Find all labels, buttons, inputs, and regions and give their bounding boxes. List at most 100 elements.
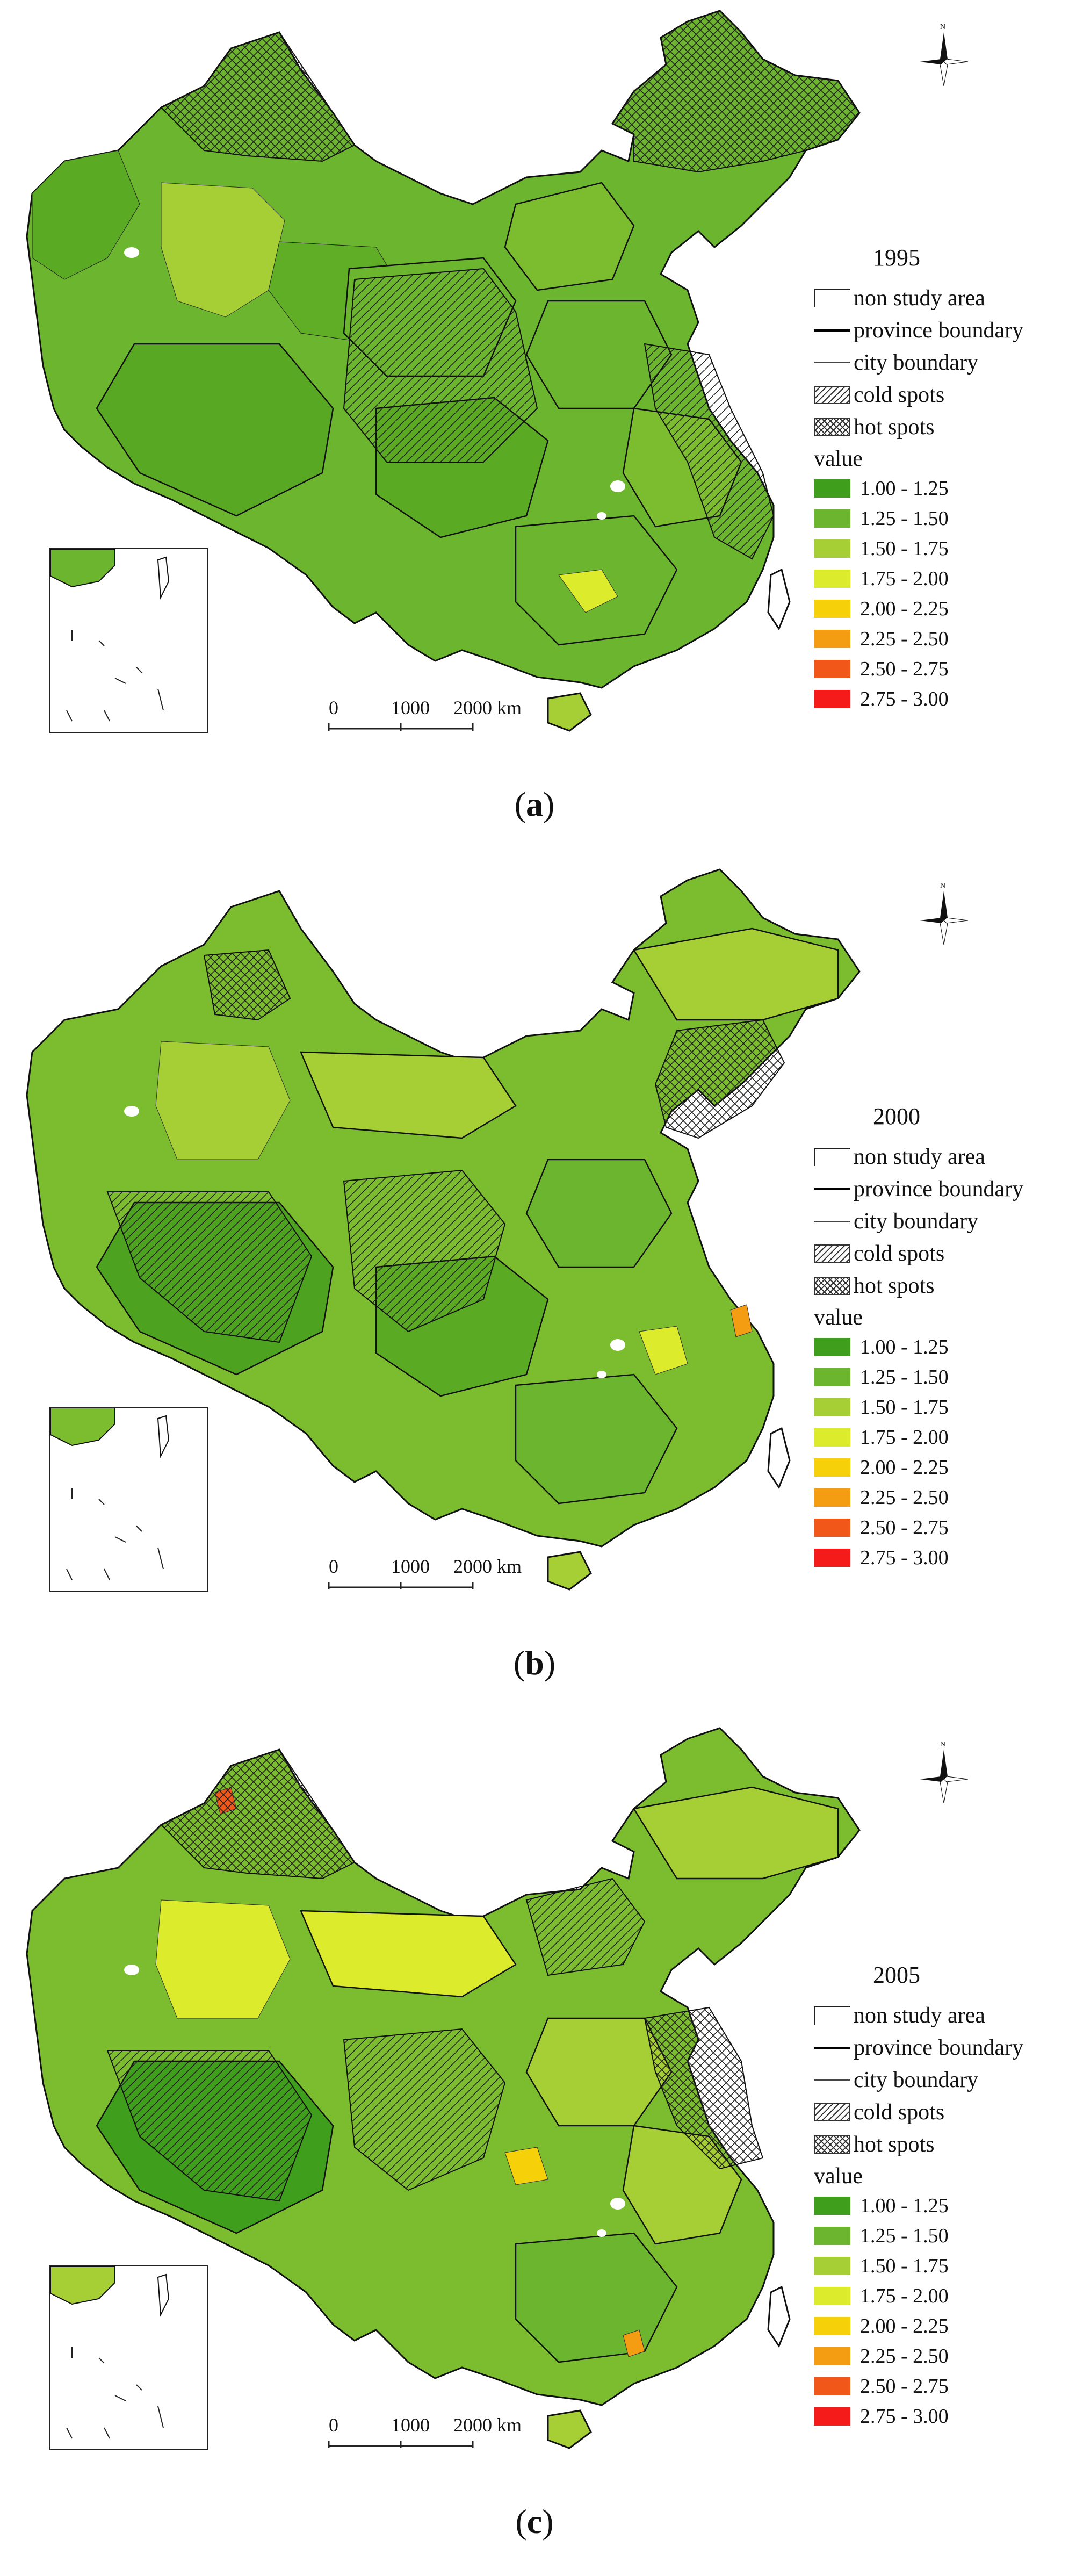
scale-label: 2000 km (453, 1556, 522, 1577)
legend-label: city boundary (854, 1209, 979, 1234)
class-swatch (814, 690, 850, 708)
legend-label: city boundary (854, 350, 979, 375)
scale-label: 2000 km (453, 2414, 522, 2436)
legend-label: province boundary (854, 2035, 1024, 2060)
class-label: 2.75 - 3.00 (860, 688, 949, 710)
panel-caption: (b) (513, 1644, 556, 1682)
hot-spots-swatch (814, 418, 850, 436)
class-swatch (814, 509, 850, 528)
class-label: 1.25 - 1.50 (860, 507, 949, 530)
class-label: 2.25 - 2.50 (860, 628, 949, 650)
legend-label: hot spots (854, 2132, 935, 2157)
map-regions (26, 1727, 861, 2449)
value-title: value (814, 1305, 863, 1330)
panel-caption: (a) (514, 785, 555, 823)
class-swatch (814, 2287, 850, 2305)
class-swatch (814, 1398, 850, 1416)
map-panel-a: N 1995 non study area province boundary … (0, 0, 1069, 859)
legend-label: non study area (854, 286, 985, 311)
legend-label: province boundary (854, 318, 1024, 343)
class-swatch (814, 570, 850, 588)
legend-label: hot spots (854, 415, 935, 440)
class-label: 1.00 - 1.25 (860, 2194, 949, 2217)
legend-label: non study area (854, 2003, 985, 2028)
hot-spots-swatch (814, 1277, 850, 1295)
cold-spots-swatch (814, 1244, 850, 1263)
svg-text:N: N (940, 23, 945, 31)
scale-bar: 0 1000 2000 km (329, 1555, 554, 1587)
class-label: 1.75 - 2.00 (860, 567, 949, 590)
legend-label: cold spots (854, 2100, 945, 2125)
hot-spots-swatch (814, 2135, 850, 2154)
class-label: 2.50 - 2.75 (860, 658, 949, 680)
taiwan-island (767, 2285, 791, 2348)
map-panel-b: N 2000 non study area province boundary … (0, 859, 1069, 1717)
scale-label: 1000 (391, 697, 430, 718)
class-swatch (814, 1488, 850, 1507)
class-label: 1.75 - 2.00 (860, 1426, 949, 1449)
class-swatch (814, 600, 850, 618)
value-title: value (814, 447, 863, 471)
taiwan-island (767, 1427, 791, 1490)
legend-label: city boundary (854, 2068, 979, 2092)
class-label: 1.50 - 1.75 (860, 537, 949, 560)
class-label: 2.50 - 2.75 (860, 1516, 949, 1539)
china-map-2000 (26, 868, 861, 1591)
legend-year: 2005 (873, 1962, 920, 1988)
class-label: 1.00 - 1.25 (860, 477, 949, 500)
scale-bar: 0 1000 2000 km (329, 696, 554, 729)
class-swatch (814, 1368, 850, 1386)
class-label: 2.25 - 2.50 (860, 1486, 949, 1509)
cold-spots-swatch (814, 2103, 850, 2121)
class-swatch (814, 1458, 850, 1477)
scale-bar-graphic (328, 2441, 474, 2448)
class-label: 1.50 - 1.75 (860, 2255, 949, 2277)
non-study-area-swatch (814, 2006, 850, 2025)
class-swatch (814, 1338, 850, 1356)
class-label: 1.25 - 1.50 (860, 1366, 949, 1388)
non-study-area-swatch (814, 289, 850, 307)
value-title: value (814, 2164, 863, 2189)
hainan-island (547, 2409, 592, 2449)
class-swatch (814, 2227, 850, 2245)
taiwan-island (767, 568, 791, 631)
class-label: 2.00 - 2.25 (860, 1456, 949, 1479)
china-map-2005 (26, 1727, 861, 2449)
legend-label: non study area (854, 1145, 985, 1169)
china-map-1995 (26, 10, 861, 732)
class-swatch (814, 2317, 850, 2335)
class-swatch (814, 660, 850, 678)
south-china-sea-inset (49, 1407, 208, 1592)
legend-label: hot spots (854, 1273, 935, 1298)
class-label: 1.75 - 2.00 (860, 2285, 949, 2307)
class-swatch (814, 539, 850, 558)
class-swatch (814, 630, 850, 648)
class-swatch (814, 1428, 850, 1447)
north-arrow-icon: N (920, 21, 969, 87)
class-label: 2.75 - 3.00 (860, 1546, 949, 1569)
class-swatch (814, 2407, 850, 2426)
class-label: 1.25 - 1.50 (860, 2225, 949, 2247)
class-swatch (814, 2347, 850, 2365)
class-swatch (814, 2257, 850, 2275)
svg-text:N: N (940, 882, 945, 890)
north-arrow-icon: N (920, 1739, 969, 1804)
class-swatch (814, 2197, 850, 2215)
south-china-sea-inset (49, 2265, 208, 2450)
hainan-island (547, 1551, 592, 1591)
class-label: 1.50 - 1.75 (860, 1396, 949, 1419)
class-label: 2.75 - 3.00 (860, 2405, 949, 2428)
legend-year: 1995 (873, 244, 920, 271)
scale-label: 2000 km (453, 697, 522, 718)
class-label: 2.50 - 2.75 (860, 2375, 949, 2398)
map-regions (26, 868, 861, 1591)
south-china-sea-inset (49, 548, 208, 733)
scale-bar-graphic (328, 1582, 474, 1589)
legend-label: cold spots (854, 1241, 945, 1266)
north-arrow-icon: N (920, 880, 969, 945)
legend-label: cold spots (854, 383, 945, 407)
panel-caption: (c) (515, 2502, 554, 2541)
non-study-area-swatch (814, 1148, 850, 1166)
class-swatch (814, 1519, 850, 1537)
scale-label: 0 (329, 1556, 338, 1577)
